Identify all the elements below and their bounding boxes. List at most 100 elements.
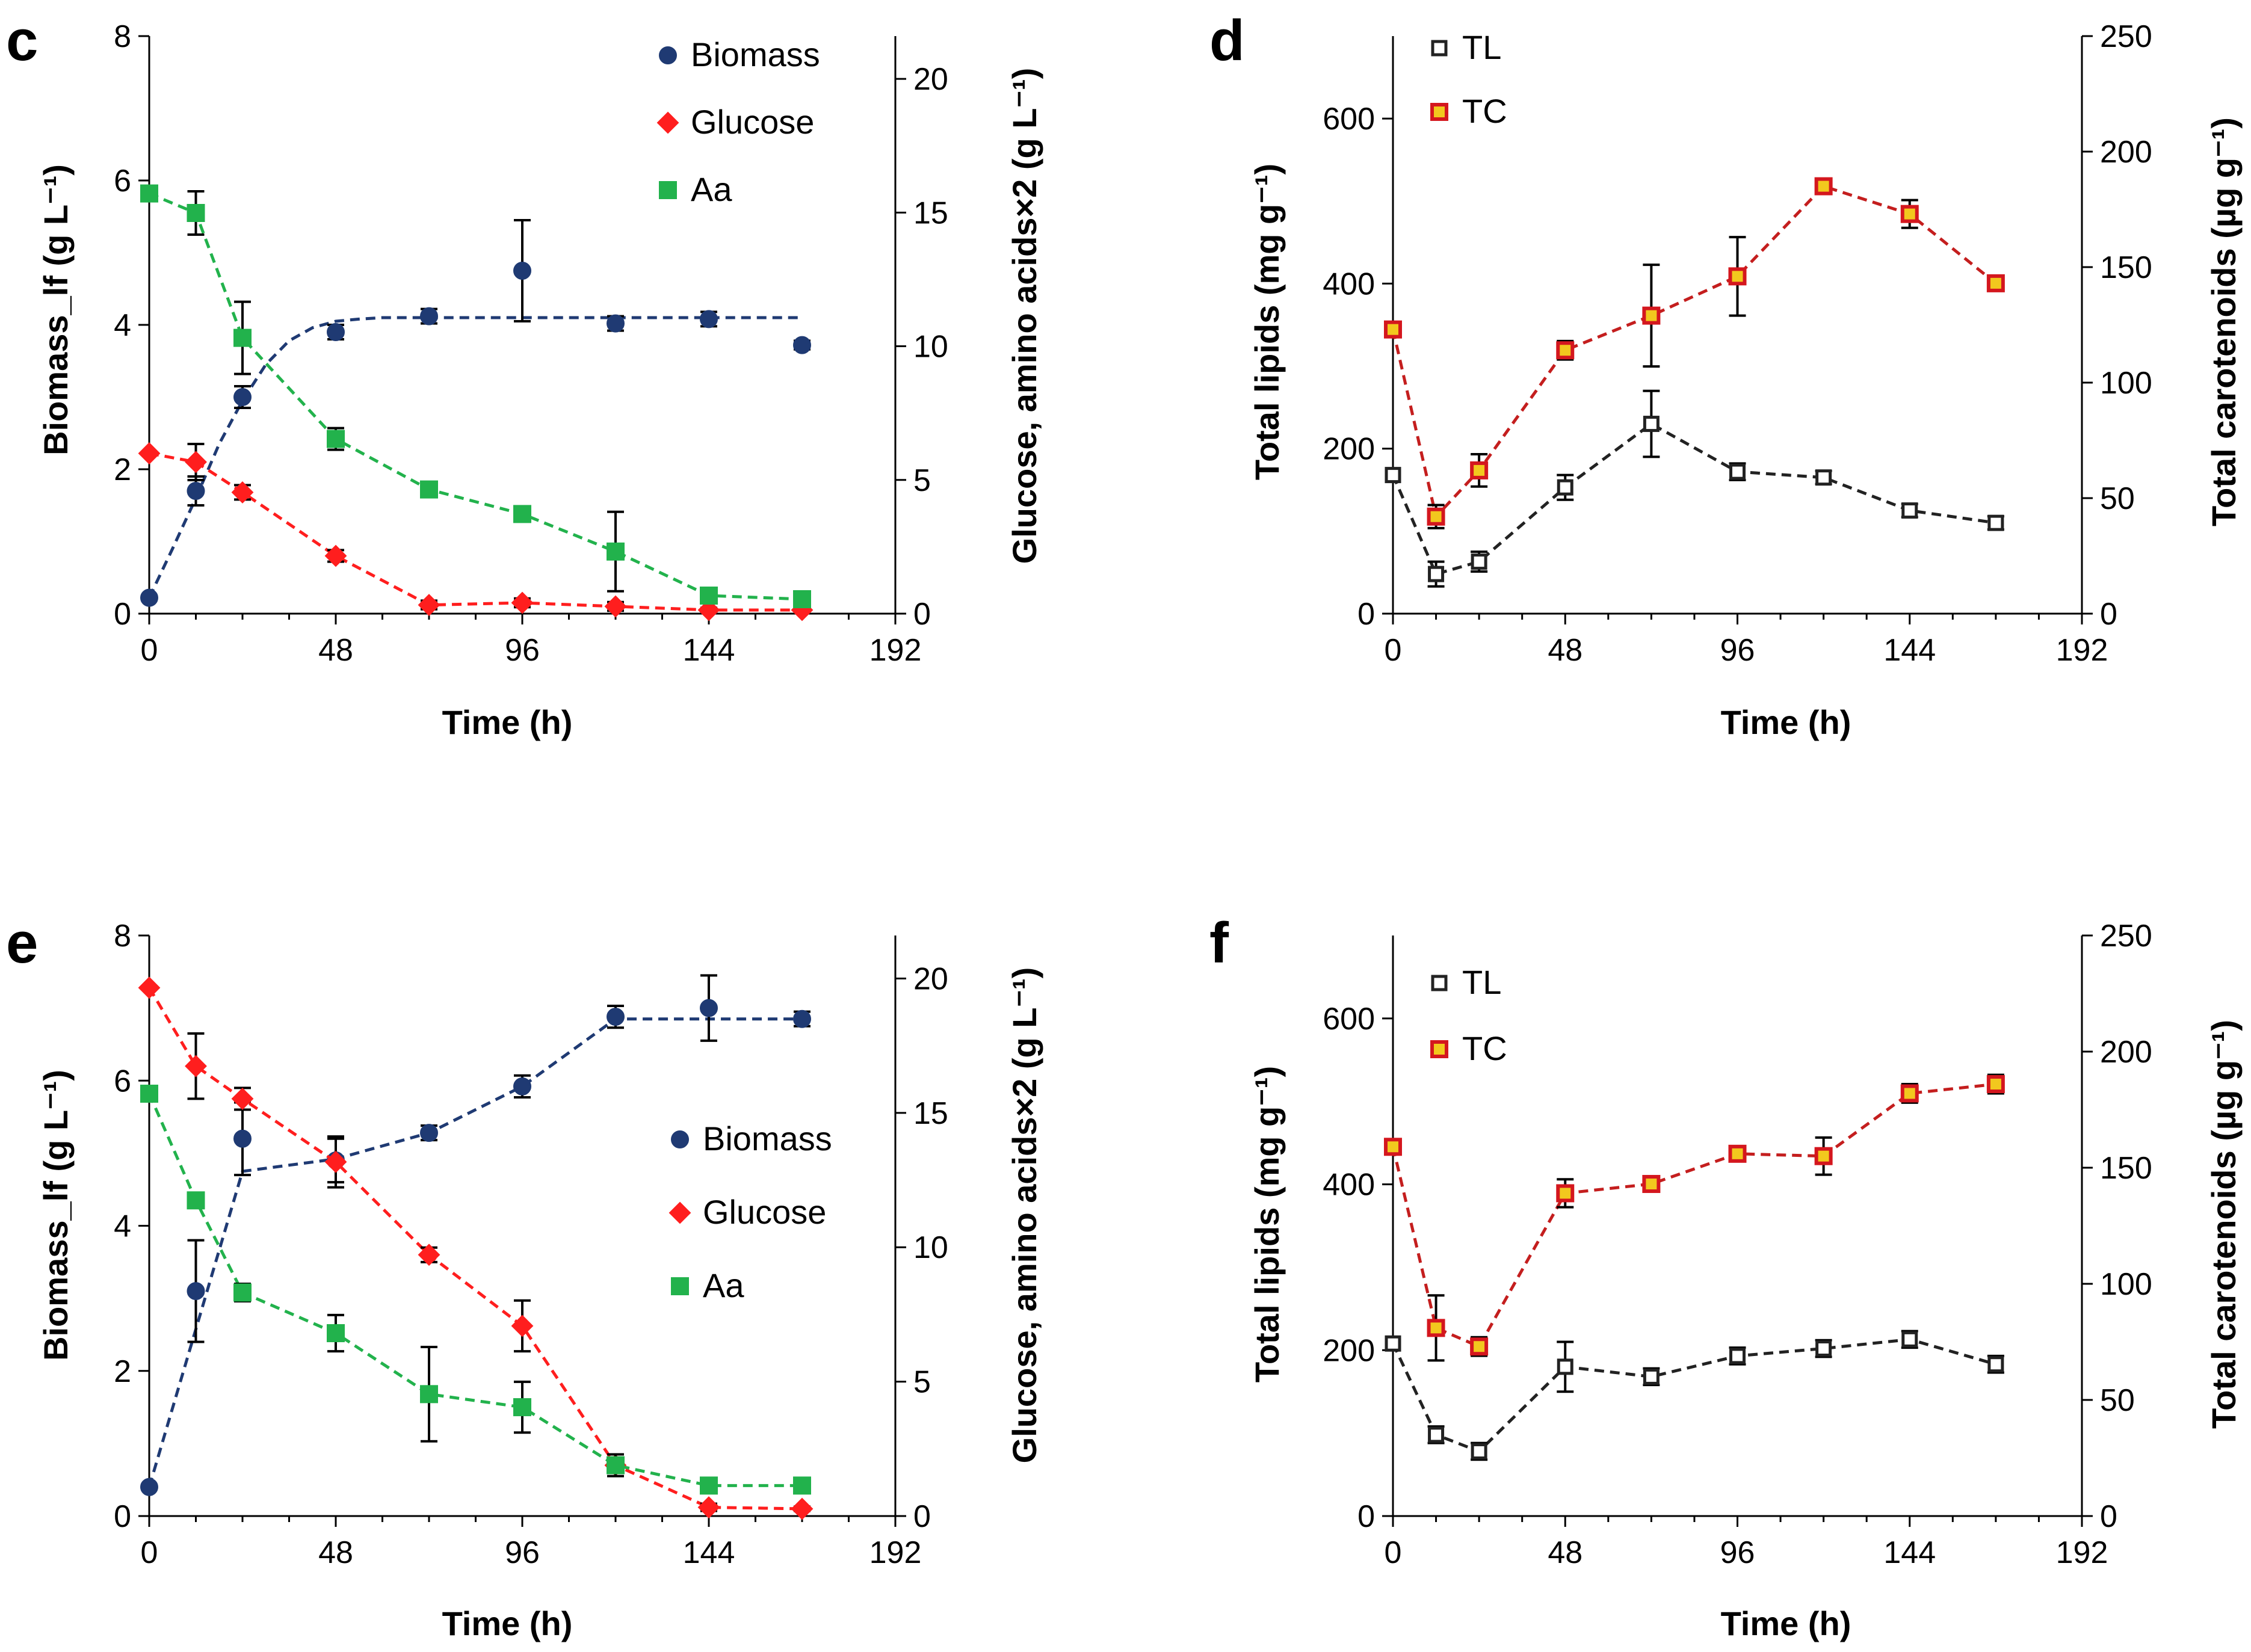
data-point-biomass	[140, 1478, 158, 1496]
y-tick-left-label: 0	[114, 1499, 131, 1534]
panel-e: e 0 48 96 144 1920246805101520BiomassGlucose…	[6, 911, 1043, 1642]
y-axis-left-title: Total lipids (mg g⁻¹)	[1248, 1066, 1286, 1382]
x-tick-label: 96	[1720, 1535, 1755, 1570]
y-tick-left-label: 600	[1323, 102, 1375, 137]
data-point-biomass	[607, 1008, 625, 1026]
data-point-glucose	[231, 481, 254, 504]
data-point-tl	[1987, 514, 2004, 531]
x-tick-label: 144	[683, 1535, 735, 1570]
series-line-biomass	[147, 1017, 802, 1488]
data-point-biomass	[793, 336, 811, 354]
data-point-aa	[140, 1084, 158, 1103]
data-point-biomass	[513, 262, 531, 280]
data-point-tc	[1986, 1075, 2005, 1094]
y-tick-right-label: 10	[913, 1230, 948, 1265]
x-tick-label: 0	[141, 633, 158, 668]
data-point-tc	[1900, 1084, 1919, 1103]
legend-label-glucose: Glucose	[691, 103, 814, 141]
data-point-tc	[1814, 177, 1833, 196]
series-line-tc	[1391, 1082, 1996, 1349]
data-point-aa	[187, 1191, 205, 1210]
x-axis-title: Time (h)	[442, 1604, 573, 1642]
y-axis-left-title: Total lipids (mg g⁻¹)	[1248, 164, 1286, 480]
data-point-aa	[327, 430, 345, 448]
data-point-tl	[1815, 469, 1832, 486]
data-point-glucose	[138, 976, 161, 999]
data-point-aa	[793, 590, 811, 608]
legend-marker-tl	[1431, 40, 1448, 57]
data-point-biomass	[187, 1282, 205, 1301]
legend-label-tc: TC	[1462, 92, 1507, 130]
legend-marker-biomass	[659, 46, 677, 64]
data-point-tl	[1557, 1358, 1573, 1375]
data-point-aa	[700, 587, 718, 605]
y-tick-left-label: 2	[114, 1354, 131, 1389]
data-point-aa	[793, 1476, 811, 1495]
y-tick-left-label: 400	[1323, 1168, 1375, 1203]
panel-c: c 0 48 96 144 1920246805101520BiomassGlucose…	[6, 8, 1043, 741]
legend-marker-tc	[1430, 103, 1448, 121]
data-point-biomass	[793, 1009, 811, 1028]
y-tick-right-label: 250	[2100, 919, 2152, 954]
data-point-glucose	[231, 1087, 254, 1110]
panel-letter-c: c	[6, 8, 38, 73]
y-tick-right-label: 100	[2100, 1267, 2152, 1302]
series-line-tc	[1391, 184, 1997, 520]
panel-letter-d: d	[1209, 8, 1245, 73]
y-tick-left-label: 400	[1323, 267, 1375, 301]
y-tick-right-label: 200	[2100, 1035, 2152, 1070]
series-line-tl	[1391, 1337, 1996, 1453]
legend-marker-glucose	[656, 111, 679, 134]
x-tick-label: 48	[318, 1535, 353, 1570]
data-point-biomass	[327, 323, 345, 341]
data-point-glucose	[324, 1150, 347, 1173]
y-tick-left-label: 0	[1357, 597, 1375, 632]
legend-label-aa: Aa	[703, 1266, 744, 1304]
data-point-biomass	[607, 314, 625, 333]
data-point-aa	[233, 328, 252, 347]
data-point-tl	[1901, 502, 1918, 519]
x-tick-label: 192	[2056, 1535, 2108, 1570]
data-point-tl	[1815, 1340, 1832, 1357]
data-point-glucose	[511, 1315, 534, 1337]
y-tick-left-label: 2	[114, 452, 131, 487]
panel-letter-f: f	[1209, 911, 1229, 975]
legend-label-glucose: Glucose	[703, 1193, 826, 1231]
data-point-tc	[1814, 1147, 1833, 1165]
x-tick-label: 96	[505, 1535, 540, 1570]
data-point-tc	[1728, 267, 1747, 286]
y-tick-right-label: 100	[2100, 366, 2152, 401]
data-point-tc	[1470, 1337, 1489, 1356]
data-point-glucose	[138, 442, 161, 465]
x-tick-label: 48	[1548, 1535, 1582, 1570]
x-tick-label: 192	[869, 633, 922, 668]
data-point-aa	[513, 505, 531, 523]
data-point-tc	[1642, 1175, 1661, 1194]
data-point-glucose	[697, 1496, 720, 1518]
y-tick-left-label: 0	[1357, 1499, 1375, 1534]
data-point-tl	[1385, 467, 1401, 484]
data-point-tc	[1427, 507, 1445, 526]
x-axis-title: Time (h)	[442, 703, 573, 741]
x-axis-title: Time (h)	[1721, 703, 1851, 741]
y-tick-left-label: 4	[114, 308, 131, 343]
data-point-aa	[420, 1385, 438, 1404]
data-point-tl	[1643, 1368, 1660, 1385]
y-tick-right-label: 15	[913, 1096, 948, 1131]
y-tick-right-label: 0	[2100, 597, 2117, 632]
y-axis-right-title: Glucose, amino acids×2 (g L⁻¹)	[1005, 68, 1043, 564]
data-point-aa	[420, 480, 438, 499]
data-point-tl	[1428, 1426, 1445, 1443]
y-tick-right-label: 150	[2100, 250, 2152, 285]
data-point-glucose	[185, 451, 207, 473]
y-tick-right-label: 250	[2100, 19, 2152, 54]
data-point-biomass	[700, 999, 718, 1017]
data-point-tl	[1471, 1443, 1487, 1459]
panel-letter-e: e	[6, 911, 38, 975]
y-axis-right-title: Total carotenoids (µg g⁻¹)	[2205, 117, 2243, 526]
